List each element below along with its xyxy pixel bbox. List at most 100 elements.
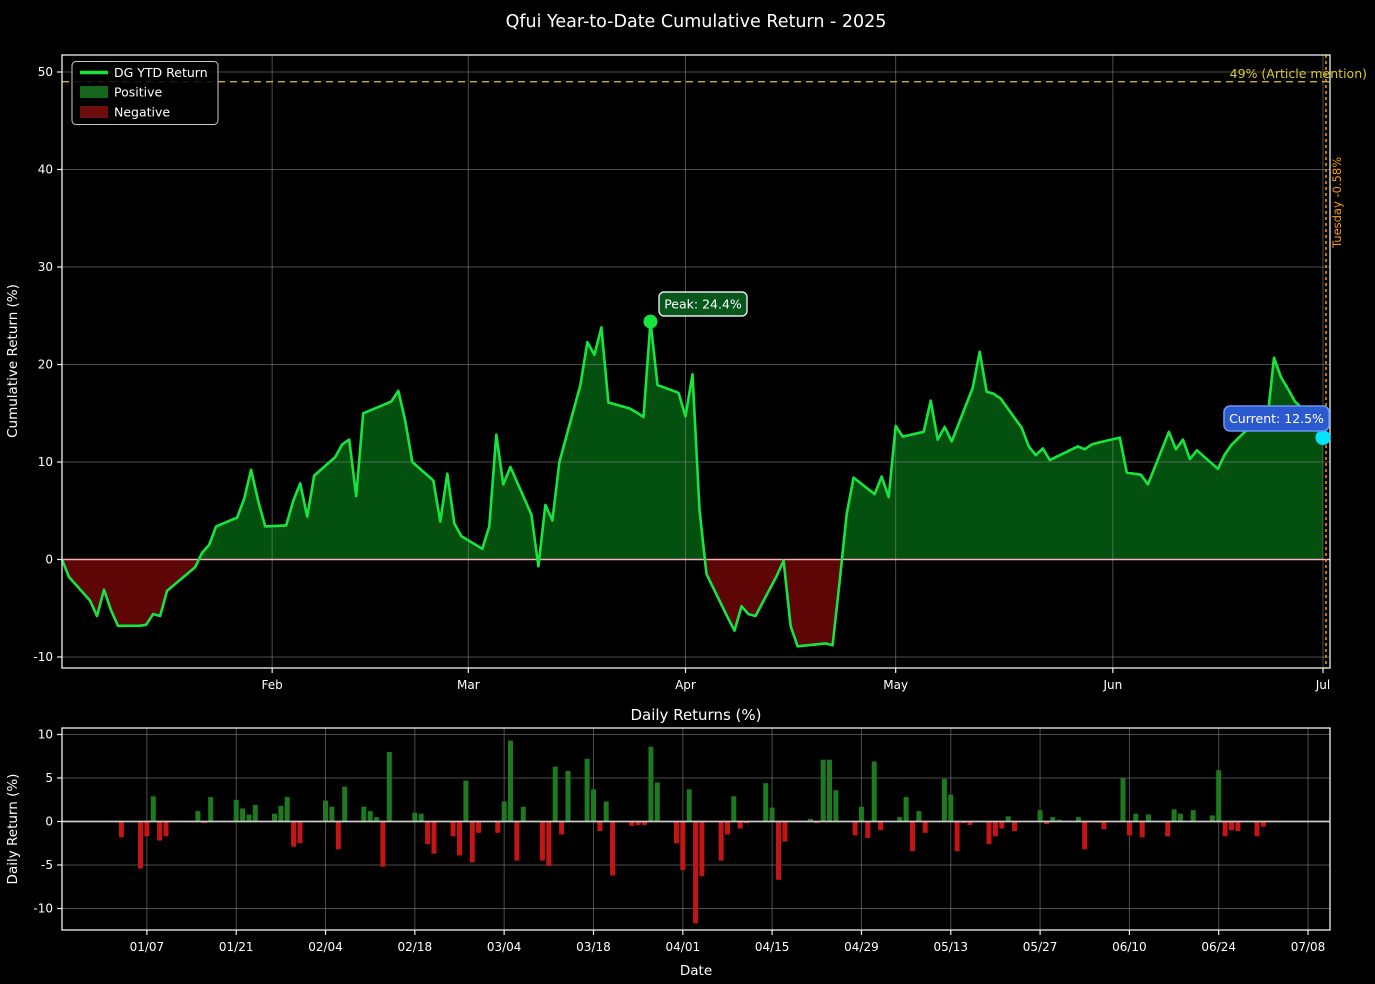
- daily-return-bar: [150, 796, 156, 822]
- daily-return-bar: [1005, 816, 1011, 822]
- annotations: Peak: 24.4% Current: 12.5%: [643, 291, 1331, 446]
- daily-return-bar: [584, 758, 590, 822]
- daily-return-bar: [897, 817, 903, 822]
- xtick-label: Jun: [1102, 678, 1122, 692]
- daily-return-bar: [680, 821, 686, 871]
- daily-return-bar: [1177, 813, 1183, 822]
- peak-annotation-label: Peak: 24.4%: [664, 297, 742, 312]
- daily-return-bar: [1229, 821, 1234, 831]
- top-axes-spines: [61, 54, 1331, 669]
- legend-item-negative: Negative: [114, 105, 170, 120]
- daily-return-bar: [412, 812, 418, 822]
- ytick-label: -5: [41, 858, 53, 872]
- daily-return-bar: [648, 746, 654, 822]
- daily-return-bar: [118, 821, 124, 838]
- event-line-label: Tuesday -0.58%: [1330, 157, 1344, 249]
- legend-item-ytd-return: DG YTD Return: [114, 65, 208, 80]
- daily-return-bar: [654, 782, 660, 822]
- daily-return-bar: [731, 796, 737, 822]
- daily-return-bar: [878, 821, 884, 831]
- daily-return-bar: [501, 801, 507, 822]
- peak-marker-dot: [643, 314, 658, 329]
- daily-return-bar: [1209, 815, 1215, 822]
- daily-return-bar: [272, 813, 277, 822]
- daily-return-bar: [635, 821, 641, 825]
- daily-return-bar: [718, 821, 724, 861]
- daily-return-bar: [827, 759, 832, 822]
- daily-return-bar: [954, 821, 960, 852]
- xtick-label: May: [883, 678, 908, 692]
- daily-return-bar: [233, 799, 239, 822]
- daily-return-bar: [157, 821, 163, 841]
- xtick-label: 05/13: [933, 940, 968, 954]
- daily-return-bar: [1165, 821, 1171, 837]
- current-annotation-label: Current: 12.5%: [1229, 411, 1324, 426]
- daily-return-bar: [833, 790, 839, 822]
- daily-return-bar: [431, 821, 437, 854]
- top-tick-labels: -10 0 10 20 30 40 50 Feb Mar Apr May Jun Jul: [33, 65, 1330, 692]
- bottom-axes-ticks: [57, 733, 1309, 935]
- daily-return-bar: [335, 821, 341, 850]
- xtick-label: 06/10: [1112, 940, 1147, 954]
- daily-return-bar: [246, 814, 252, 822]
- daily-return-bar: [1120, 778, 1126, 822]
- daily-return-bar: [922, 821, 928, 833]
- daily-return-bar: [195, 811, 201, 822]
- cumulative-return-chart: Cumulative Return (%) -10 0 10 20 30 40 50 Feb M…: [5, 54, 1367, 692]
- ytd-return-line: [60, 320, 1325, 648]
- xtick-label: 04/15: [755, 940, 790, 954]
- daily-return-bar: [910, 821, 915, 852]
- daily-return-bar: [673, 821, 679, 844]
- daily-return-bar: [144, 821, 150, 837]
- bottom-axes-spines: [61, 727, 1331, 931]
- daily-return-bar: [871, 761, 877, 822]
- daily-return-bar: [1254, 821, 1260, 837]
- daily-return-bar: [1139, 821, 1145, 838]
- daily-return-bar: [342, 786, 348, 822]
- daily-return-bar: [386, 751, 392, 822]
- daily-return-bar: [999, 821, 1005, 829]
- axes-frame: [61, 54, 1331, 669]
- daily-return-bar: [737, 821, 743, 829]
- xtick-label: 03/18: [576, 940, 611, 954]
- negative-patch-swatch-icon: [80, 106, 108, 118]
- daily-return-bar: [450, 821, 456, 837]
- xtick-label: 01/21: [219, 940, 254, 954]
- daily-return-bar: [380, 821, 386, 867]
- daily-return-bar: [763, 783, 769, 822]
- area-fills: [62, 321, 1323, 647]
- daily-return-bars: [118, 740, 1266, 924]
- daily-return-bar: [725, 821, 730, 835]
- daily-return-bar: [546, 821, 552, 866]
- daily-return-bar: [776, 821, 781, 880]
- daily-return-bar: [1171, 809, 1177, 822]
- daily-return-bar: [1133, 813, 1139, 822]
- ytick-label: 0: [45, 553, 53, 567]
- xtick-label: Apr: [675, 678, 696, 692]
- daily-return-bar: [967, 821, 973, 825]
- daily-return-bar: [495, 821, 501, 833]
- daily-return-bar: [903, 797, 909, 822]
- ytick-label: 40: [38, 163, 53, 177]
- top-ylabel: Cumulative Return (%): [5, 284, 21, 438]
- daily-return-bar: [769, 807, 775, 822]
- ytick-label: 0: [45, 815, 53, 829]
- daily-return-bar: [163, 821, 169, 837]
- daily-return-bar: [565, 771, 571, 822]
- ytick-label: -10: [33, 650, 53, 664]
- ytick-label: 30: [38, 260, 53, 274]
- current-marker-dot: [1315, 430, 1331, 446]
- daily-return-bar: [457, 821, 462, 856]
- xtick-label: 03/04: [487, 940, 522, 954]
- ytick-label: 10: [38, 728, 53, 742]
- daily-return-bar: [463, 780, 469, 822]
- peak-annotation-box: [658, 291, 748, 317]
- daily-return-bar: [1146, 814, 1151, 822]
- daily-return-bar: [1190, 810, 1196, 822]
- daily-return-bar: [693, 821, 699, 924]
- daily-return-bar: [329, 806, 335, 822]
- daily-return-bar: [278, 805, 284, 822]
- daily-return-bar: [240, 808, 246, 822]
- daily-return-bar: [948, 794, 954, 822]
